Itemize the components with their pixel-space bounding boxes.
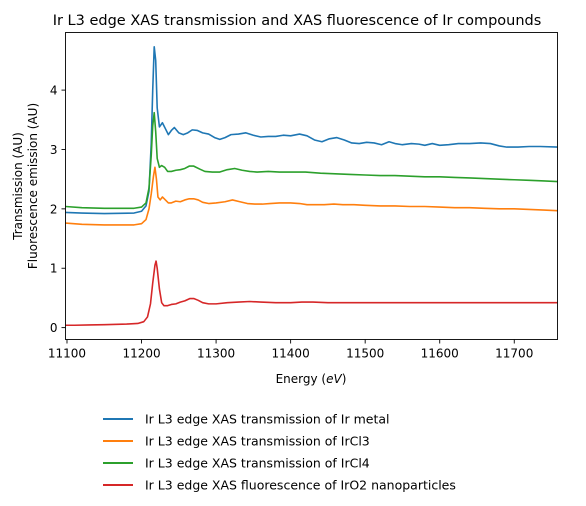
y-tick-label-3: 2 bbox=[50, 202, 58, 216]
chart-title: Ir L3 edge XAS transmission and XAS fluo… bbox=[53, 13, 542, 29]
x-tick-label-5: 11500 bbox=[346, 347, 384, 361]
series-line-1 bbox=[65, 45, 558, 215]
legend-label-1: Ir L3 edge XAS transmission of Ir metal bbox=[145, 412, 389, 427]
legend: Ir L3 edge XAS transmission of Ir metal I… bbox=[103, 412, 456, 493]
x-axis-ticks: 11100 11200 11300 11400 11500 11600 11700 bbox=[48, 339, 533, 361]
y-axis-label-line-2: Fluorescence emission (AU) bbox=[26, 103, 40, 269]
y-tick-label-1: 0 bbox=[50, 321, 58, 335]
series-line-2 bbox=[65, 166, 558, 226]
series-line-3 bbox=[65, 111, 558, 210]
y-tick-label-2: 1 bbox=[50, 262, 58, 276]
x-tick-label-4: 11400 bbox=[272, 347, 310, 361]
y-axis-label: Transmission (AU) Fluorescence emission … bbox=[11, 103, 40, 269]
x-tick-label-7: 11700 bbox=[495, 347, 533, 361]
y-tick-label-4: 3 bbox=[50, 143, 58, 157]
x-axis-label-unit: eV bbox=[326, 372, 342, 386]
legend-label-2: Ir L3 edge XAS transmission of IrCl3 bbox=[145, 434, 370, 449]
y-axis-label-line-1: Transmission (AU) bbox=[11, 132, 25, 241]
y-tick-label-5: 4 bbox=[50, 84, 58, 98]
x-tick-label-1: 11100 bbox=[48, 347, 86, 361]
x-tick-label-3: 11300 bbox=[197, 347, 235, 361]
legend-label-3: Ir L3 edge XAS transmission of IrCl4 bbox=[145, 456, 370, 471]
x-tick-label-6: 11600 bbox=[421, 347, 459, 361]
legend-label-4: Ir L3 edge XAS fluorescence of IrO2 nano… bbox=[145, 478, 456, 493]
plot-frame bbox=[65, 32, 558, 340]
plot-series bbox=[65, 45, 558, 327]
x-axis-label: Energy (eV) bbox=[276, 372, 347, 386]
series-line-4 bbox=[65, 260, 558, 327]
y-axis-ticks: 0 1 2 3 4 bbox=[50, 84, 66, 335]
x-axis-label-prefix: Energy ( bbox=[276, 372, 327, 386]
x-tick-label-2: 11200 bbox=[122, 347, 160, 361]
x-axis-label-suffix: ) bbox=[342, 372, 347, 386]
